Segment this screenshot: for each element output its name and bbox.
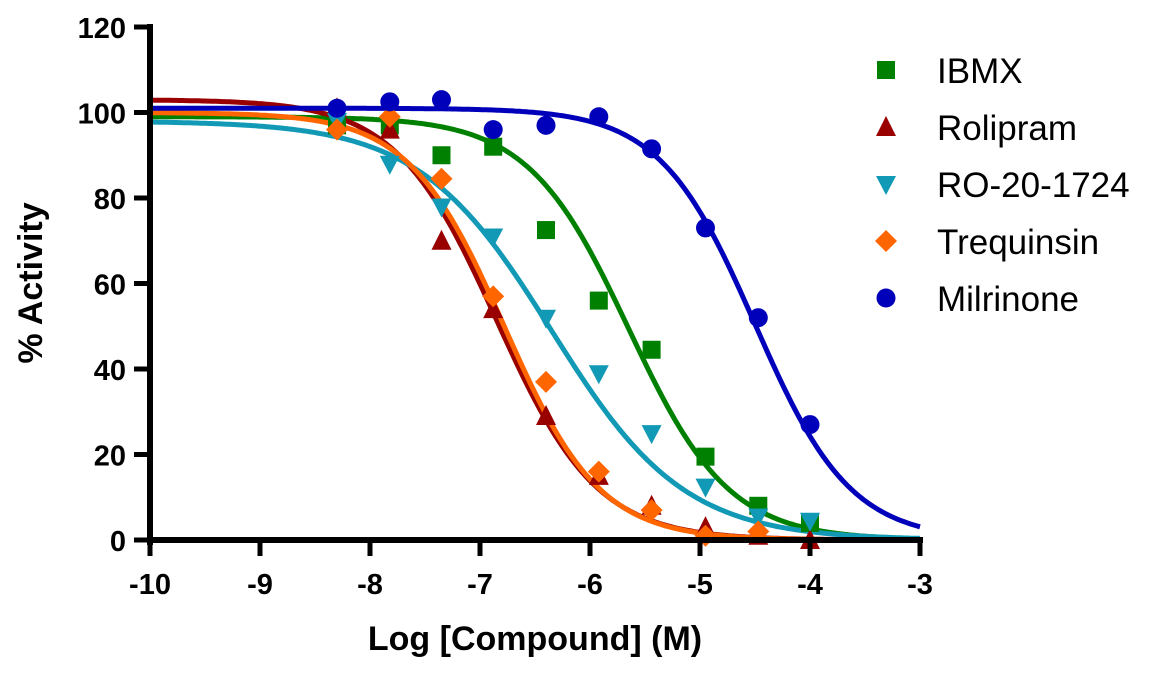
x-tick-label: -6: [577, 569, 603, 601]
data-point-milrinone: [696, 218, 715, 238]
data-point-ibmx: [484, 137, 503, 156]
data-point-rolipram: [431, 229, 452, 250]
y-tick-label: 0: [110, 526, 126, 558]
data-point-milrinone: [483, 120, 503, 140]
data-point-ro-20-1724: [379, 155, 400, 175]
x-tick-label: -7: [467, 569, 493, 601]
legend-label: RO-20-1724: [937, 166, 1130, 205]
y-tick-label: 80: [94, 184, 126, 216]
legend-label: Milrinone: [937, 280, 1079, 319]
data-point-rolipram: [483, 298, 504, 319]
data-point-rolipram: [379, 118, 400, 139]
y-tick-label: 40: [94, 355, 126, 387]
legend-label: IBMX: [937, 52, 1023, 91]
data-point-trequinsin: [482, 285, 505, 308]
data-point-ro-20-1724: [483, 228, 504, 248]
data-point-ro-20-1724: [695, 478, 716, 498]
data-point-milrinone: [589, 107, 609, 127]
data-point-milrinone: [380, 92, 400, 112]
data-point-rolipram: [536, 405, 556, 426]
data-points: [326, 90, 820, 549]
data-point-milrinone: [536, 115, 556, 135]
data-point-ibmx: [537, 221, 555, 240]
y-tick-label: 120: [78, 13, 126, 45]
data-point-milrinone: [432, 90, 451, 110]
x-axis-label: Log [Compound] (M): [368, 620, 702, 658]
fit-curve-ro-20-1724: [149, 119, 921, 541]
data-point-ro-20-1724: [536, 309, 556, 329]
data-point-trequinsin: [587, 460, 610, 483]
data-point-trequinsin: [640, 499, 663, 522]
data-point-ro-20-1724: [431, 198, 452, 218]
data-point-milrinone: [642, 139, 662, 159]
data-point-trequinsin: [747, 520, 770, 543]
x-tick-label: -10: [129, 569, 171, 601]
data-point-ro-20-1724: [800, 512, 820, 532]
x-tick-label: -3: [907, 569, 933, 601]
legend-marker-ro-20-1724: [876, 176, 896, 195]
y-tick-label: 60: [94, 270, 126, 302]
data-point-trequinsin: [378, 105, 401, 128]
y-tick-label: 20: [94, 441, 126, 473]
x-tick-label: -4: [797, 569, 823, 601]
data-point-ibmx: [696, 447, 715, 466]
y-tick-label: 100: [78, 99, 126, 131]
fit-curve-rolipram: [150, 97, 920, 543]
legend-marker-trequinsin: [875, 230, 897, 252]
data-point-trequinsin: [326, 118, 348, 141]
data-point-trequinsin: [430, 167, 453, 190]
x-tick-label: -9: [247, 569, 273, 601]
data-point-ro-20-1724: [748, 508, 769, 528]
data-point-ibmx: [432, 146, 451, 165]
data-point-ro-20-1724: [641, 425, 662, 445]
legend-label: Rolipram: [937, 109, 1077, 148]
legend-marker-milrinone: [876, 288, 896, 308]
data-point-ibmx: [589, 291, 608, 310]
legend-label: Trequinsin: [937, 223, 1099, 262]
data-point-ibmx: [642, 340, 661, 359]
x-tick-label: -5: [687, 569, 713, 601]
data-point-ro-20-1724: [588, 365, 609, 385]
x-tick-label: -8: [357, 569, 383, 601]
data-point-milrinone: [800, 415, 820, 435]
fit-curve-milrinone: [150, 105, 921, 530]
y-axis-label: % Activity: [12, 202, 50, 363]
fit-curve-ibmx: [150, 114, 920, 542]
legend-marker-rolipram: [876, 116, 896, 136]
data-point-trequinsin: [535, 370, 557, 393]
data-point-milrinone: [327, 98, 347, 118]
fit-curves: [149, 97, 921, 543]
legend: IBMX Rolipram RO-20-1724 Trequinsin Milrinon…: [875, 52, 1130, 319]
legend-marker-ibmx: [877, 61, 895, 79]
data-point-milrinone: [748, 308, 768, 328]
